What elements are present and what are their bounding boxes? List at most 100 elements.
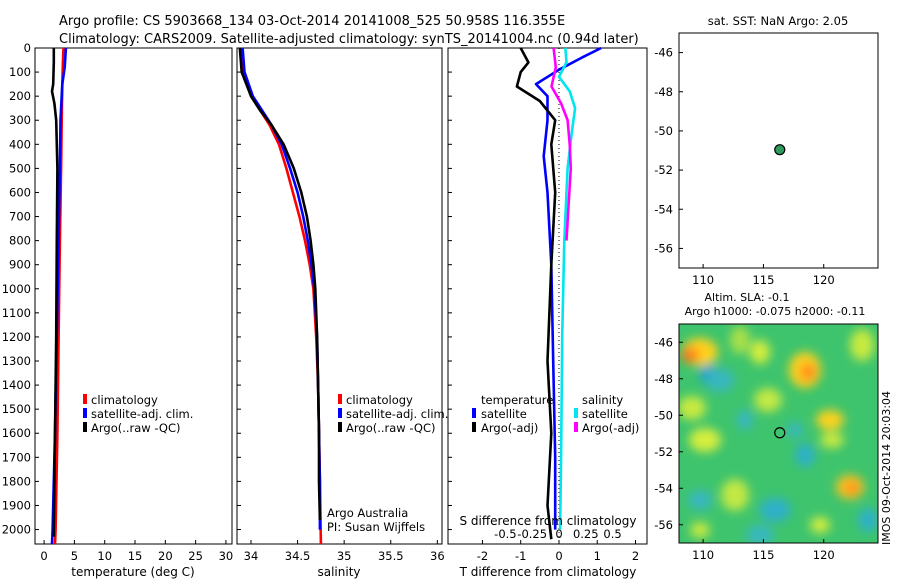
header-line-2: Climatology: CARS2009. Satellite-adjuste… xyxy=(59,32,639,47)
legend-label-s-satellite: satellite xyxy=(582,407,628,421)
x-tick-label: 5 xyxy=(71,549,78,563)
lat-tick-label: -54 xyxy=(654,481,673,495)
x-tick-label: -2 xyxy=(477,549,488,563)
sla-map-panel: Altim. SLA: -0.1 Argo h1000: -0.075 h200… xyxy=(654,291,893,562)
legend-swatch-satellite xyxy=(338,408,342,418)
x-tick-label: 20 xyxy=(158,549,173,563)
x-tick-label: 0 xyxy=(40,549,47,563)
difference-frame xyxy=(447,47,648,545)
legend-label-argo: Argo(..raw -QC) xyxy=(346,421,436,435)
depth-tick-label: 1200 xyxy=(2,330,31,344)
series-line-satellite-adj-clim- xyxy=(241,47,322,530)
depth-tick-label: 700 xyxy=(9,210,31,224)
sla-side-label: IMOS 09-Oct-2014 20:03:04 xyxy=(880,391,893,545)
legend-label-climatology: climatology xyxy=(91,393,158,407)
depth-tick-label: 1100 xyxy=(2,306,31,320)
float-position-marker xyxy=(774,144,786,156)
legend-swatch-t-argo xyxy=(472,422,476,432)
x-tick-label: 35.5 xyxy=(378,549,404,563)
x-tick-label: 34.5 xyxy=(285,549,311,563)
lat-tick-label: -50 xyxy=(654,408,673,422)
lat-tick-label: -52 xyxy=(654,445,673,459)
lon-tick-label: 110 xyxy=(692,548,714,562)
x-tick-label: 34 xyxy=(244,549,259,563)
depth-tick-label: 1300 xyxy=(2,354,31,368)
difference-panel: -2 -1 0 1 2 -0.5 -0.25 0 0.25 0.5 S difference f… xyxy=(447,46,648,579)
legend-title-temperature: temperature xyxy=(481,393,553,407)
x-tick-label: 10 xyxy=(97,549,112,563)
lat-tick-label: -52 xyxy=(654,163,673,177)
legend-swatch-climatology xyxy=(338,394,342,404)
header-line-1: Argo profile: CS 5903668_134 03-Oct-2014… xyxy=(59,14,565,29)
lat-tick-label: -54 xyxy=(654,202,673,216)
salinity-xlabel: salinity xyxy=(317,565,360,579)
legend-label-satellite: satellite-adj. clim. xyxy=(346,407,448,421)
depth-tick-label: 200 xyxy=(9,89,31,103)
difference-xlabel: T difference from climatology xyxy=(459,565,637,579)
series-line-s-satellite xyxy=(557,47,577,530)
series-line-t-argo-adj- xyxy=(515,47,557,540)
legend-label-climatology: climatology xyxy=(346,393,413,407)
s-tick-label: -0.5 xyxy=(494,527,516,541)
x-tick-label: 30 xyxy=(219,549,234,563)
s-tick-label: 0.25 xyxy=(573,527,599,541)
s-tick-label: 0.5 xyxy=(603,527,621,541)
lat-tick-label: -48 xyxy=(654,85,673,99)
depth-tick-label: 1900 xyxy=(2,498,31,512)
s-tick-label: 0 xyxy=(555,527,562,541)
lat-tick-label: -56 xyxy=(654,518,673,532)
lat-tick-label: -46 xyxy=(654,335,673,349)
x-tick-label: 0 xyxy=(555,549,562,563)
difference-legend: temperature salinity satellite Argo(-adj… xyxy=(472,393,639,435)
depth-tick-label: 100 xyxy=(9,65,31,79)
legend-label-argo: Argo(..raw -QC) xyxy=(91,421,181,435)
legend-label-satellite: satellite-adj. clim. xyxy=(91,407,193,421)
lon-tick-label: 120 xyxy=(813,548,835,562)
depth-tick-label: 1000 xyxy=(2,282,31,296)
depth-tick-label: 1400 xyxy=(2,378,31,392)
depth-tick-label: 1700 xyxy=(2,450,31,464)
sla-heatmap-field xyxy=(679,324,878,543)
x-tick-label: 35 xyxy=(337,549,352,563)
depth-tick-label: 1600 xyxy=(2,426,31,440)
lon-tick-label: 120 xyxy=(813,273,835,287)
temperature-xlabel: temperature (deg C) xyxy=(71,565,194,579)
series-line-argo-raw-qc- xyxy=(238,47,322,520)
legend-label-t-satellite: satellite xyxy=(481,407,527,421)
legend-swatch-climatology xyxy=(83,394,87,404)
position-map-title: sat. SST: NaN Argo: 2.05 xyxy=(708,14,849,28)
sla-title-line-2: Argo h1000: -0.075 h2000: -0.11 xyxy=(685,305,866,318)
series-line-s-argo-adj- xyxy=(550,47,573,241)
x-tick-label: -1 xyxy=(515,549,526,563)
depth-tick-label: 600 xyxy=(9,185,31,199)
depth-tick-label: 300 xyxy=(9,113,31,127)
legend-label-t-argo: Argo(-adj) xyxy=(481,421,538,435)
x-tick-label: 15 xyxy=(128,549,143,563)
annotation-pi: PI: Susan Wijffels xyxy=(327,520,425,534)
legend-swatch-s-satellite xyxy=(574,408,578,418)
difference-xlabel-top: S difference from climatology xyxy=(460,514,637,528)
depth-tick-label: 500 xyxy=(9,161,31,175)
salinity-panel: 34 34.5 35 35.5 36 salinity climatology sate… xyxy=(236,47,448,579)
salinity-legend: climatology satellite-adj. clim. Argo(..… xyxy=(338,393,448,435)
series-line-argo-raw-qc- xyxy=(50,48,59,537)
x-tick-label: 25 xyxy=(188,549,203,563)
legend-label-s-argo: Argo(-adj) xyxy=(582,421,639,435)
depth-tick-label: 1500 xyxy=(2,402,31,416)
temperature-legend: climatology satellite-adj. clim. Argo(..… xyxy=(83,393,193,435)
legend-swatch-argo xyxy=(338,422,342,432)
lon-tick-label: 110 xyxy=(692,273,714,287)
legend-swatch-satellite xyxy=(83,408,87,418)
sla-map-frame xyxy=(678,323,879,544)
lat-tick-label: -46 xyxy=(654,46,673,60)
series-line-climatology xyxy=(240,47,323,545)
temperature-panel: 0100200300400500600700800900100011001200… xyxy=(2,41,234,579)
legend-title-salinity: salinity xyxy=(582,393,623,407)
depth-tick-label: 2000 xyxy=(2,523,31,537)
depth-tick-label: 0 xyxy=(24,41,31,55)
depth-tick-label: 800 xyxy=(9,234,31,248)
temperature-frame xyxy=(34,47,233,545)
position-map-panel: sat. SST: NaN Argo: 2.05 -46 -48 -50 -52 -54… xyxy=(654,14,879,287)
lon-tick-label: 115 xyxy=(752,273,774,287)
salinity-frame xyxy=(236,47,443,545)
